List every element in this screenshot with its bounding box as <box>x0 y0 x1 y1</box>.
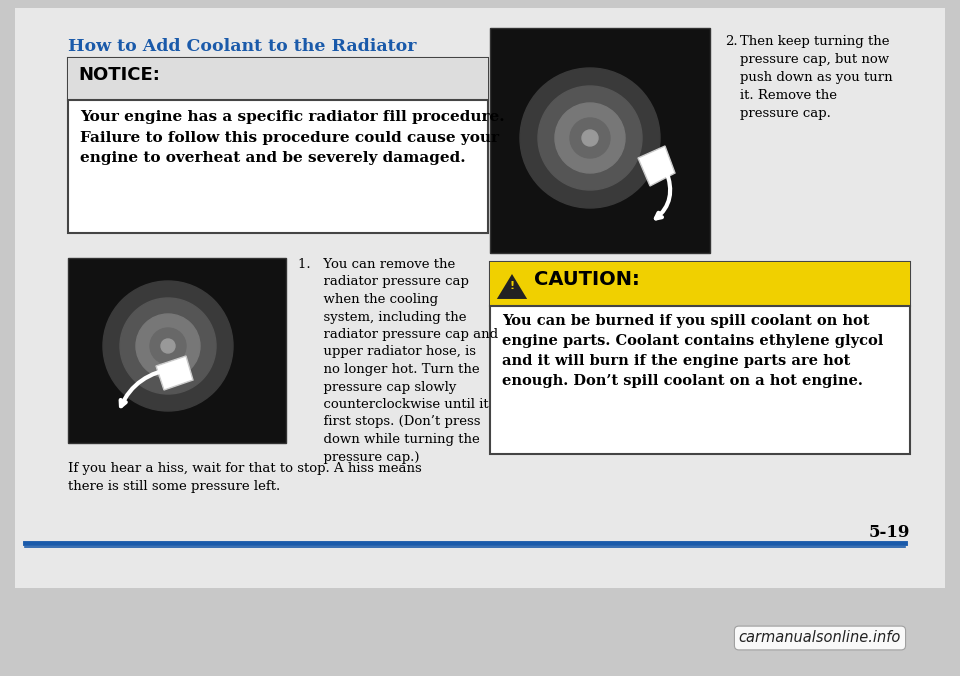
FancyBboxPatch shape <box>15 8 945 588</box>
Text: 5-19: 5-19 <box>869 524 910 541</box>
Text: You can be burned if you spill coolant on hot
engine parts. Coolant contains eth: You can be burned if you spill coolant o… <box>502 314 883 388</box>
Text: 2.: 2. <box>725 35 737 48</box>
Circle shape <box>136 314 200 378</box>
Circle shape <box>161 339 175 353</box>
Polygon shape <box>495 272 529 300</box>
Circle shape <box>570 118 610 158</box>
Text: Then keep turning the
pressure cap, but now
push down as you turn
it. Remove the: Then keep turning the pressure cap, but … <box>740 35 893 120</box>
Polygon shape <box>638 146 675 186</box>
Text: 1.   You can remove the
      radiator pressure cap
      when the cooling
     : 1. You can remove the radiator pressure … <box>298 258 498 464</box>
Text: How to Add Coolant to the Radiator: How to Add Coolant to the Radiator <box>68 38 417 55</box>
FancyBboxPatch shape <box>68 58 488 233</box>
Text: CAUTION:: CAUTION: <box>534 270 639 289</box>
Circle shape <box>555 103 625 173</box>
Circle shape <box>538 86 642 190</box>
Circle shape <box>150 328 186 364</box>
FancyBboxPatch shape <box>490 262 910 454</box>
Circle shape <box>582 130 598 146</box>
FancyBboxPatch shape <box>68 258 286 443</box>
Text: If you hear a hiss, wait for that to stop. A hiss means
there is still some pres: If you hear a hiss, wait for that to sto… <box>68 462 421 493</box>
Text: NOTICE:: NOTICE: <box>78 66 160 84</box>
Text: carmanualsonline.info: carmanualsonline.info <box>739 631 901 646</box>
FancyBboxPatch shape <box>68 58 488 100</box>
Text: Your engine has a specific radiator fill procedure.
Failure to follow this proce: Your engine has a specific radiator fill… <box>80 110 505 165</box>
FancyBboxPatch shape <box>490 262 910 306</box>
Polygon shape <box>156 356 193 390</box>
Circle shape <box>103 281 233 411</box>
Circle shape <box>120 298 216 394</box>
FancyBboxPatch shape <box>490 28 710 253</box>
Text: !: ! <box>510 281 515 291</box>
Circle shape <box>520 68 660 208</box>
